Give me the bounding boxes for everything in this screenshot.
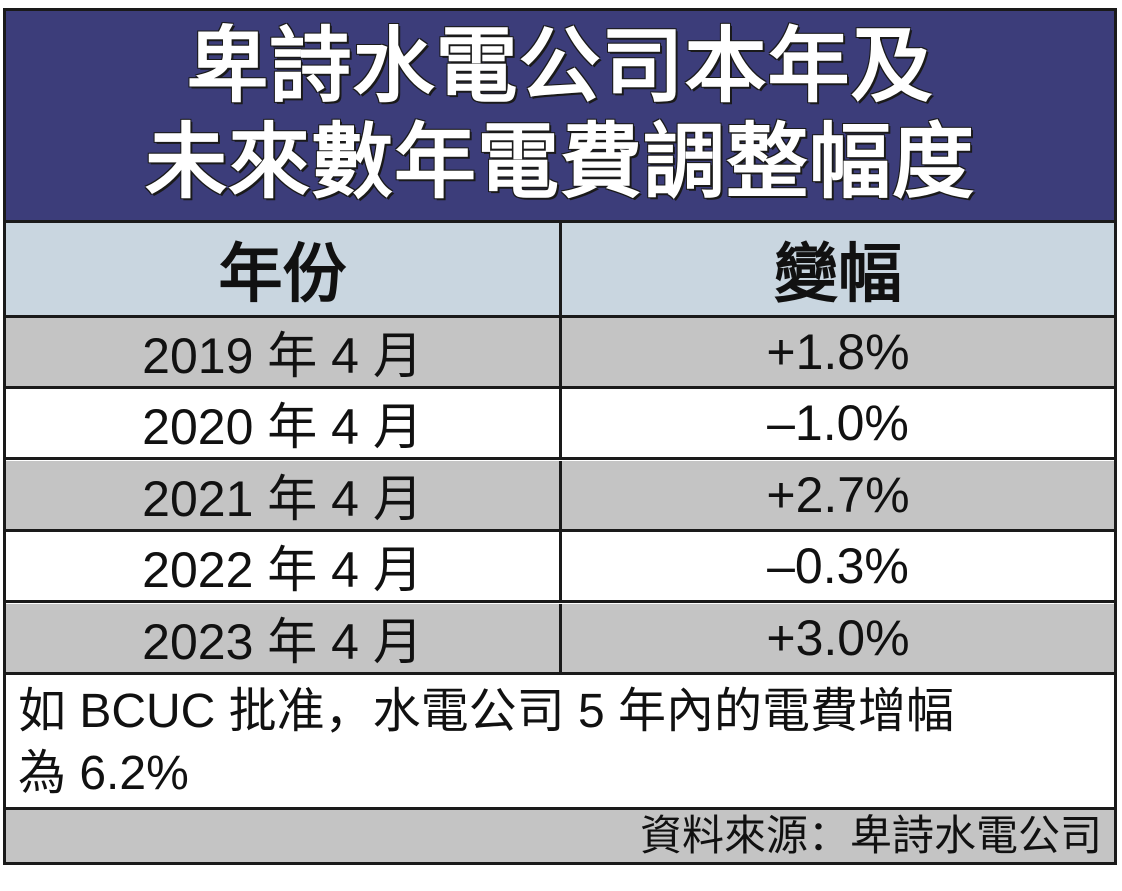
footnote-line-2: 為 6.2% — [18, 747, 189, 800]
table-row: 2022 年 4 月 –0.3% — [6, 532, 1114, 603]
table-title: 卑詩水電公司本年及 未來數年電費調整幅度 — [6, 11, 1114, 223]
column-header-change: 變幅 — [774, 238, 902, 312]
source-credit: 資料來源：卑詩水電公司 — [6, 810, 1114, 862]
cell-year: 2022 年 4 月 — [6, 532, 562, 600]
column-header-year: 年份 — [6, 223, 562, 315]
cell-change: +2.7% — [766, 467, 910, 523]
table-row: 2023 年 4 月 +3.0% — [6, 604, 1114, 675]
table-row: 2019 年 4 月 +1.8% — [6, 318, 1114, 389]
cell-year: 2023 年 4 月 — [6, 604, 562, 672]
title-line-1: 卑詩水電公司本年及 — [186, 19, 934, 114]
cell-change: +3.0% — [766, 610, 910, 666]
title-line-2: 未來數年電費調整幅度 — [144, 115, 975, 210]
cell-change: +1.8% — [766, 324, 910, 380]
table-row: 2020 年 4 月 –1.0% — [6, 389, 1114, 460]
table-row: 2021 年 4 月 +2.7% — [6, 461, 1114, 532]
rate-table-graphic: 卑詩水電公司本年及 未來數年電費調整幅度 年份 變幅 2019 年 4 月 +1.… — [3, 8, 1117, 865]
cell-change: –0.3% — [767, 538, 909, 594]
cell-change: –1.0% — [767, 395, 909, 451]
table-header-row: 年份 變幅 — [6, 223, 1114, 318]
footnote: 如 BCUC 批准，水電公司 5 年內的電費增幅 為 6.2% — [6, 675, 1114, 810]
footnote-line-1: 如 BCUC 批准，水電公司 5 年內的電費增幅 — [18, 685, 955, 738]
cell-year: 2019 年 4 月 — [6, 318, 562, 386]
cell-year: 2021 年 4 月 — [6, 461, 562, 529]
cell-year: 2020 年 4 月 — [6, 389, 562, 457]
